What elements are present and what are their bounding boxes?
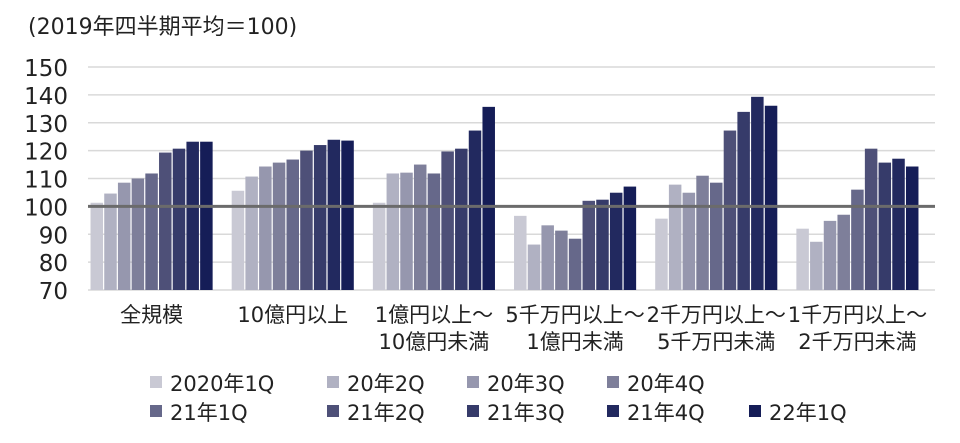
legend-swatch xyxy=(327,376,339,388)
legend-label: 20年4Q xyxy=(627,372,705,396)
bar xyxy=(104,193,117,290)
bar xyxy=(468,130,482,290)
bar xyxy=(272,162,286,290)
legend-label: 20年2Q xyxy=(347,372,425,396)
bar xyxy=(582,200,596,290)
legend-label: 22年1Q xyxy=(769,401,847,425)
x-tick-label: 10億円以上 xyxy=(237,303,348,327)
bar xyxy=(341,140,354,290)
bar xyxy=(286,159,299,290)
legend-label: 20年3Q xyxy=(487,372,565,396)
bar xyxy=(372,202,386,290)
bar xyxy=(90,202,104,290)
bar xyxy=(878,162,892,290)
legend-swatch xyxy=(607,405,619,417)
legend-label: 2020年1Q xyxy=(170,372,274,396)
bar xyxy=(905,166,919,290)
bar xyxy=(441,151,454,290)
bar xyxy=(823,220,837,290)
bar xyxy=(668,184,682,290)
bar xyxy=(413,164,427,290)
bar xyxy=(609,192,623,290)
x-tick-label: 1千万円以上～ xyxy=(788,303,927,327)
bar xyxy=(259,166,272,290)
x-tick-label: 2千万円以上～ xyxy=(647,303,786,327)
bar xyxy=(327,139,341,290)
bar xyxy=(710,182,723,290)
y-tick-label: 80 xyxy=(39,251,68,277)
chart-title: (2019年四半期平均＝100) xyxy=(28,15,297,40)
legend-swatch xyxy=(467,376,479,388)
x-tick-label: 1億円未満 xyxy=(526,330,623,354)
bar xyxy=(300,150,313,290)
bar xyxy=(737,111,750,290)
bar xyxy=(851,189,864,290)
bar xyxy=(682,192,696,290)
legend-label: 21年4Q xyxy=(627,401,705,425)
bar xyxy=(864,148,878,290)
legend-swatch xyxy=(467,405,479,417)
bar xyxy=(514,215,527,290)
bar xyxy=(568,238,582,290)
legend-swatch xyxy=(749,405,761,417)
bar xyxy=(482,106,495,290)
bar xyxy=(200,141,213,290)
x-tick-label: 2千万円未満 xyxy=(798,330,916,354)
x-tick-label: 5千万円以上～ xyxy=(505,303,644,327)
bar xyxy=(131,178,145,290)
bar xyxy=(231,190,245,290)
bar xyxy=(386,173,400,290)
bar xyxy=(696,175,709,290)
legend-label: 21年2Q xyxy=(347,401,425,425)
y-tick-label: 130 xyxy=(24,112,68,138)
bar xyxy=(837,214,850,290)
y-tick-label: 150 xyxy=(24,56,68,82)
y-tick-label: 140 xyxy=(24,84,68,110)
bar xyxy=(541,225,554,290)
bar xyxy=(145,173,158,290)
bar xyxy=(623,186,637,290)
bar xyxy=(810,241,823,290)
legend-swatch xyxy=(327,405,339,417)
bar xyxy=(400,172,413,290)
bar xyxy=(796,228,809,290)
bar xyxy=(186,141,199,290)
legend-label: 21年1Q xyxy=(170,401,248,425)
x-tick-label: 1億円以上～ xyxy=(375,303,493,327)
x-tick-label: 10億円未満 xyxy=(379,330,490,354)
legend-swatch xyxy=(150,376,162,388)
bar xyxy=(245,176,258,290)
bar xyxy=(117,182,131,290)
x-tick-label: 5千万円未満 xyxy=(657,330,775,354)
bar xyxy=(751,96,764,290)
bar xyxy=(527,244,541,290)
bar xyxy=(159,152,172,290)
bar xyxy=(596,199,609,290)
bar xyxy=(172,148,186,290)
y-tick-label: 120 xyxy=(24,140,68,166)
legend-swatch xyxy=(150,405,162,417)
y-tick-label: 70 xyxy=(39,279,68,305)
legend-label: 21年3Q xyxy=(487,401,565,425)
legend-swatch xyxy=(607,376,619,388)
bar xyxy=(455,148,468,290)
y-tick-label: 110 xyxy=(24,168,68,194)
x-tick-label: 全規模 xyxy=(120,303,183,327)
y-tick-label: 90 xyxy=(39,223,68,249)
y-tick-label: 100 xyxy=(24,195,68,221)
bar xyxy=(313,145,327,290)
bar xyxy=(764,105,778,290)
bar xyxy=(892,158,905,290)
bar xyxy=(723,130,737,290)
bar xyxy=(427,173,441,290)
bar xyxy=(655,218,668,290)
bar xyxy=(555,230,568,290)
